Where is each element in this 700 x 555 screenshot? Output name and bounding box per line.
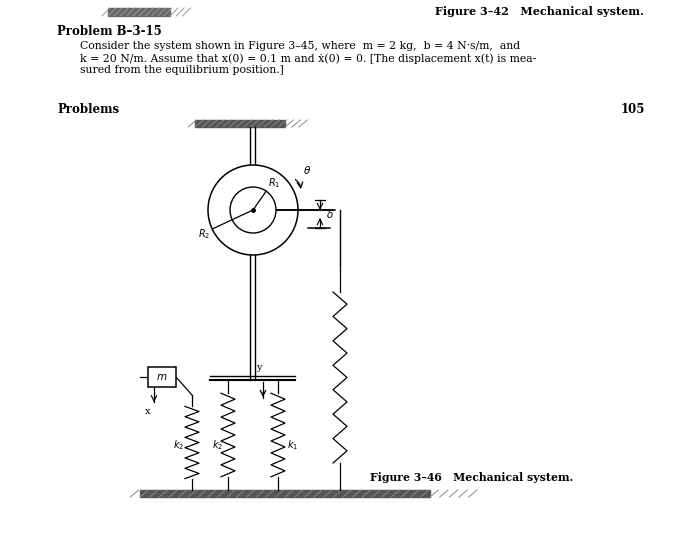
Bar <box>195 120 285 127</box>
Text: $R_1$: $R_1$ <box>268 176 281 190</box>
Text: $R_2$: $R_2$ <box>198 227 210 241</box>
Circle shape <box>208 165 298 255</box>
Text: Problems: Problems <box>57 103 119 116</box>
Text: 105: 105 <box>621 103 645 116</box>
Text: Figure 3–46   Mechanical system.: Figure 3–46 Mechanical system. <box>370 472 573 483</box>
Text: $k_2$: $k_2$ <box>212 438 223 452</box>
Text: y: y <box>256 363 262 372</box>
Text: $\delta$: $\delta$ <box>326 208 334 220</box>
Bar <box>140 490 430 497</box>
Text: $\theta$: $\theta$ <box>303 164 312 176</box>
Circle shape <box>230 187 276 233</box>
Text: $m$: $m$ <box>156 372 168 382</box>
Text: Figure 3–42   Mechanical system.: Figure 3–42 Mechanical system. <box>435 6 644 17</box>
Text: x: x <box>146 407 150 416</box>
Bar <box>108 8 170 16</box>
Text: $k_1$: $k_1$ <box>287 438 298 452</box>
Text: sured from the equilibrium position.]: sured from the equilibrium position.] <box>80 65 284 75</box>
Text: $k_2$: $k_2$ <box>173 438 184 452</box>
Text: Consider the system shown in Figure 3–45, where  m = 2 kg,  b = 4 N·s/m,  and: Consider the system shown in Figure 3–45… <box>80 41 520 51</box>
Text: Problem B–3-15: Problem B–3-15 <box>57 25 162 38</box>
Bar <box>148 367 176 387</box>
Text: k = 20 N/m. Assume that x(0) = 0.1 m and ẋ(0) = 0. [The displacement x(t) is mea: k = 20 N/m. Assume that x(0) = 0.1 m and… <box>80 53 536 64</box>
